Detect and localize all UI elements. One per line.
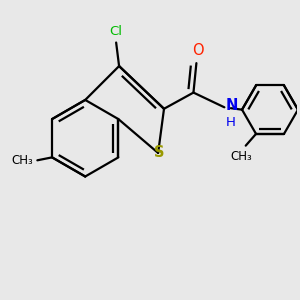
Text: S: S [154, 146, 164, 160]
Text: CH₃: CH₃ [230, 150, 252, 163]
Text: N: N [225, 98, 238, 113]
Text: CH₃: CH₃ [11, 154, 33, 167]
Text: H: H [225, 116, 235, 128]
Text: O: O [192, 43, 204, 58]
Text: Cl: Cl [110, 25, 123, 38]
